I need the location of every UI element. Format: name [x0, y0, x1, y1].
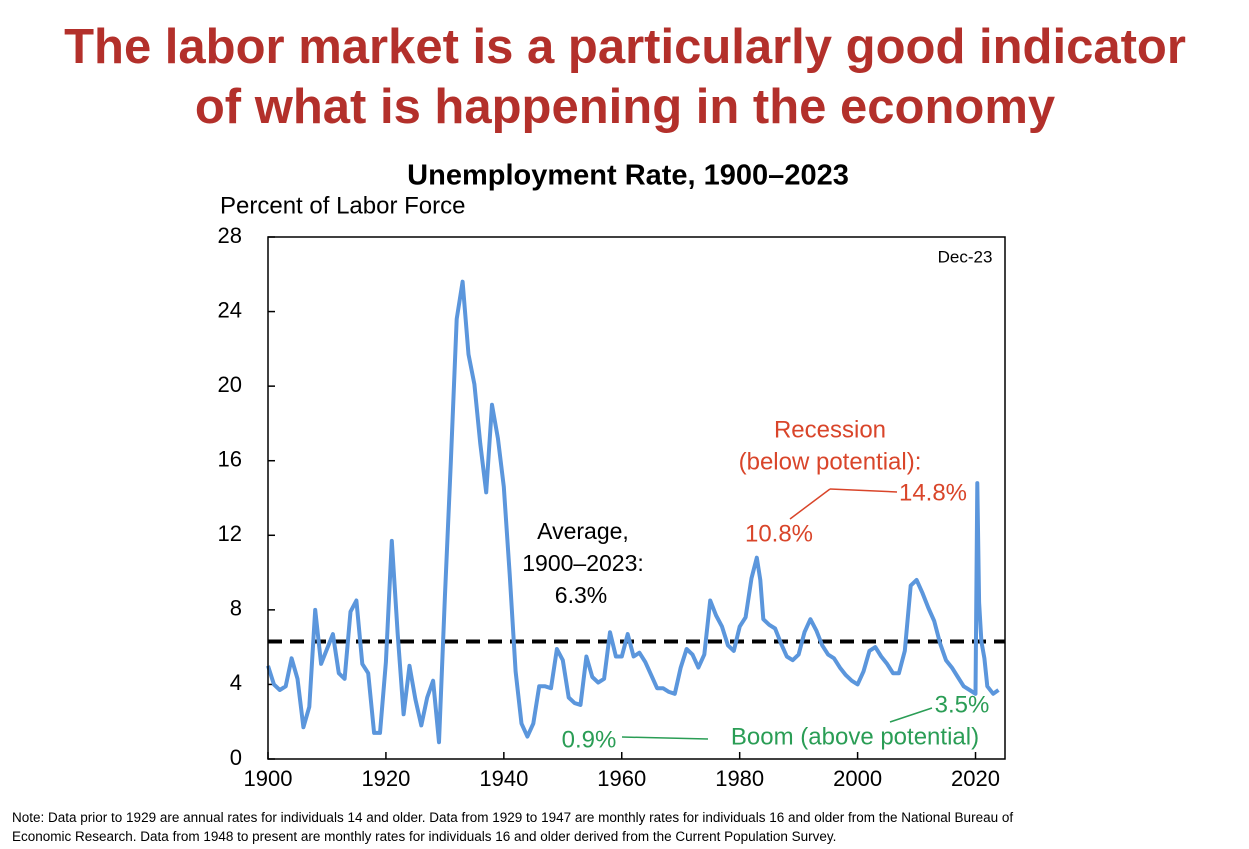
annotation: 6.3% — [555, 582, 607, 608]
x-tick-label: 1960 — [597, 766, 646, 791]
leader — [889, 707, 933, 723]
annotation: Average, — [537, 518, 629, 544]
leader — [829, 488, 898, 493]
x-tick-label: 2000 — [833, 766, 882, 791]
note-line: Economic Research. Data from 1948 to pre… — [12, 829, 837, 844]
y-tick-label: 8 — [230, 596, 242, 621]
annotation: 10.8% — [745, 520, 813, 547]
annotation: 3.5% — [935, 691, 990, 718]
chart-title: Unemployment Rate, 1900–2023 — [407, 160, 849, 192]
annotation: Boom (above potential) — [731, 723, 979, 750]
headline: of what is happening in the economy — [195, 80, 1055, 134]
y-tick-label: 0 — [230, 745, 242, 770]
x-tick-label: 1980 — [715, 766, 764, 791]
y-tick-label: 20 — [218, 372, 242, 397]
note-line: Note: Data prior to 1929 are annual rate… — [12, 810, 1014, 825]
y-tick-label: 12 — [218, 521, 242, 546]
y-tick-label: 28 — [218, 223, 242, 248]
y-axis-label: Percent of Labor Force — [220, 192, 465, 219]
x-tick-label: 1900 — [244, 766, 293, 791]
annotation: Dec-23 — [938, 247, 993, 266]
annotation: Recession — [774, 416, 886, 443]
line — [266, 279, 1000, 745]
leader — [621, 736, 709, 740]
y-tick-label: 16 — [218, 447, 242, 472]
leader — [789, 488, 831, 520]
annotation: 14.8% — [899, 479, 967, 506]
headline: The labor market is a particularly good … — [64, 20, 1186, 74]
annotation: (below potential): — [739, 448, 922, 475]
x-tick-label: 1920 — [361, 766, 410, 791]
annotation: 1900–2023: — [522, 550, 644, 576]
plot-frame — [267, 236, 1006, 760]
x-tick-label: 2020 — [951, 766, 1000, 791]
note: Note: Data prior to 1929 are annual rate… — [12, 808, 1237, 846]
x-tick-label: 1940 — [479, 766, 528, 791]
y-tick-label: 4 — [230, 670, 242, 695]
y-tick-label: 24 — [218, 297, 242, 322]
annotation: 0.9% — [562, 726, 617, 753]
chart: The labor market is a particularly good … — [64, 20, 1186, 791]
